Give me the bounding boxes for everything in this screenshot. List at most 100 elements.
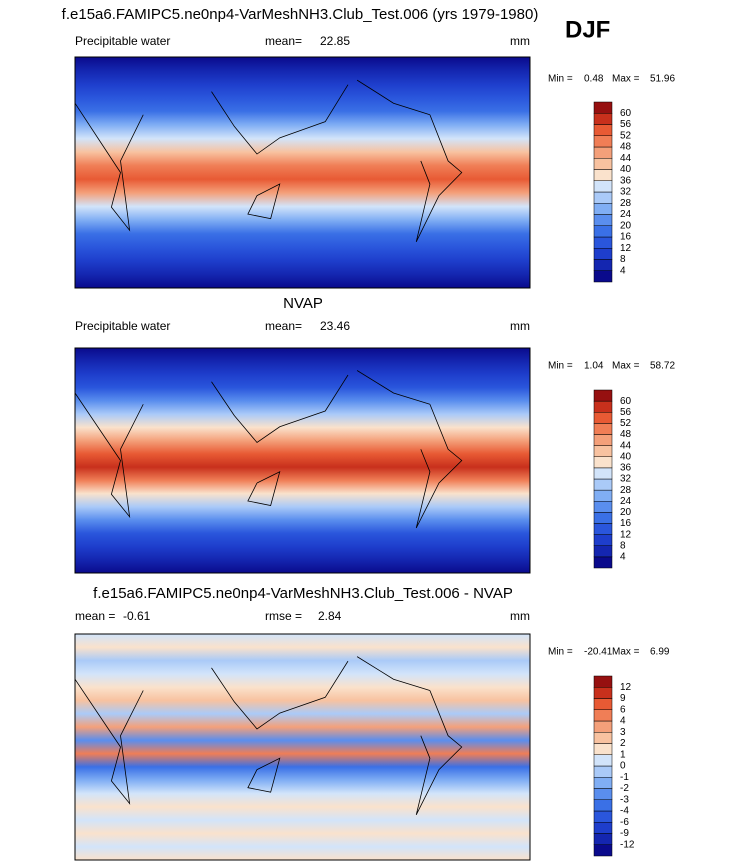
colorbar-label: 2 [620,738,626,749]
coastline [415,114,463,242]
colorbar-box [593,833,613,845]
variable-label: Precipitable water [75,319,170,333]
colorbar-label: 8 [620,254,626,265]
coastline [356,656,431,691]
colorbar-label: 0 [620,761,626,772]
colorbar-box [593,687,613,699]
colorbar-label: -3 [620,794,629,805]
colorbar-box [593,512,613,524]
mean-value: -0.61 [123,609,151,623]
colorbar-box [593,788,613,800]
colorbar-label: -4 [620,806,629,817]
min-value: 0.48 [584,74,604,85]
colorbar-label: 24 [620,209,632,220]
colorbar-box [593,732,613,744]
colorbar-label: 16 [620,232,632,243]
colorbar-box [593,400,613,413]
colorbar-box [593,113,613,125]
coastline [211,374,349,444]
coastline [74,102,144,232]
colorbar-box [593,434,613,446]
min-value: -20.41 [584,647,613,658]
colorbar-box [593,412,613,424]
colorbar-box [593,270,613,283]
max-value: 6.99 [650,647,670,658]
coastline [247,183,281,220]
panel-title: NVAP [283,295,323,312]
colorbar-label: 4 [620,716,626,727]
colorbar-label: 56 [620,119,632,130]
map-frame [74,347,531,574]
colorbar-box [593,534,613,546]
coastline [356,370,431,405]
colorbar-label: 12 [620,243,632,254]
coastline [74,678,144,805]
variable-label: Precipitable water [75,34,170,48]
colorbar-label: 6 [620,704,626,715]
colorbar-box [593,478,613,491]
colorbar-label: 44 [620,153,632,164]
colorbar-label: -1 [620,772,629,783]
colorbar-label: 52 [620,418,632,429]
coastline [356,79,431,116]
mean-label: mean= [265,34,302,48]
colorbar-label: 12 [620,682,632,693]
colorbar-label: 60 [620,108,632,119]
rmse-value: 2.84 [318,609,342,623]
colorbar-box [593,101,613,114]
colorbar-box [593,225,613,238]
coastline [74,392,144,519]
colorbar-label: -9 [620,828,629,839]
colorbar-box [593,423,613,435]
colorbar-box [593,501,613,513]
colorbar-label: -2 [620,783,629,794]
mean-label: mean = [75,609,115,623]
colorbar-box [593,214,613,226]
colorbar-box [593,445,613,457]
mean-value: 22.85 [320,34,350,48]
colorbar-box [593,248,613,260]
colorbar-label: 20 [620,507,632,518]
colorbar-box [593,467,613,480]
colorbar-box [593,203,613,215]
colorbar-label: 40 [620,451,632,462]
coastline [211,84,349,155]
colorbar-box [593,844,613,857]
colorbar-label: 52 [620,130,632,141]
colorbar-label: 20 [620,220,632,231]
min-value: 1.04 [584,361,604,372]
colorbar-box [593,743,613,755]
units: mm [510,34,530,48]
units: mm [510,609,530,623]
colorbar-box [593,765,613,778]
season: DJF [565,16,610,43]
colorbar-box [593,180,613,193]
map-frame [74,56,531,289]
max-label: Max = [612,74,640,85]
coastline [415,690,463,815]
colorbar-label: 32 [620,474,632,485]
colorbar-box [593,389,613,402]
units: mm [510,319,530,333]
colorbar-label: -12 [620,839,635,850]
colorbar-label: 4 [620,265,626,276]
colorbar-label: 36 [620,175,632,186]
colorbar-box [593,698,613,710]
colorbar-label: 48 [620,142,632,153]
colorbar-box [593,124,613,136]
colorbar-label: 36 [620,463,632,474]
colorbar-box [593,675,613,688]
colorbar-box [593,777,613,789]
colorbar-label: 1 [620,749,626,760]
colorbar-box [593,709,613,722]
colorbar-box [593,236,613,249]
colorbar-label: 60 [620,396,632,407]
max-label: Max = [612,361,640,372]
colorbar-box [593,259,613,271]
colorbar-label: 8 [620,540,626,551]
colorbar-label: 16 [620,518,632,529]
colorbar-box [593,456,613,469]
colorbar-box [593,158,613,170]
colorbar-box [593,489,613,502]
